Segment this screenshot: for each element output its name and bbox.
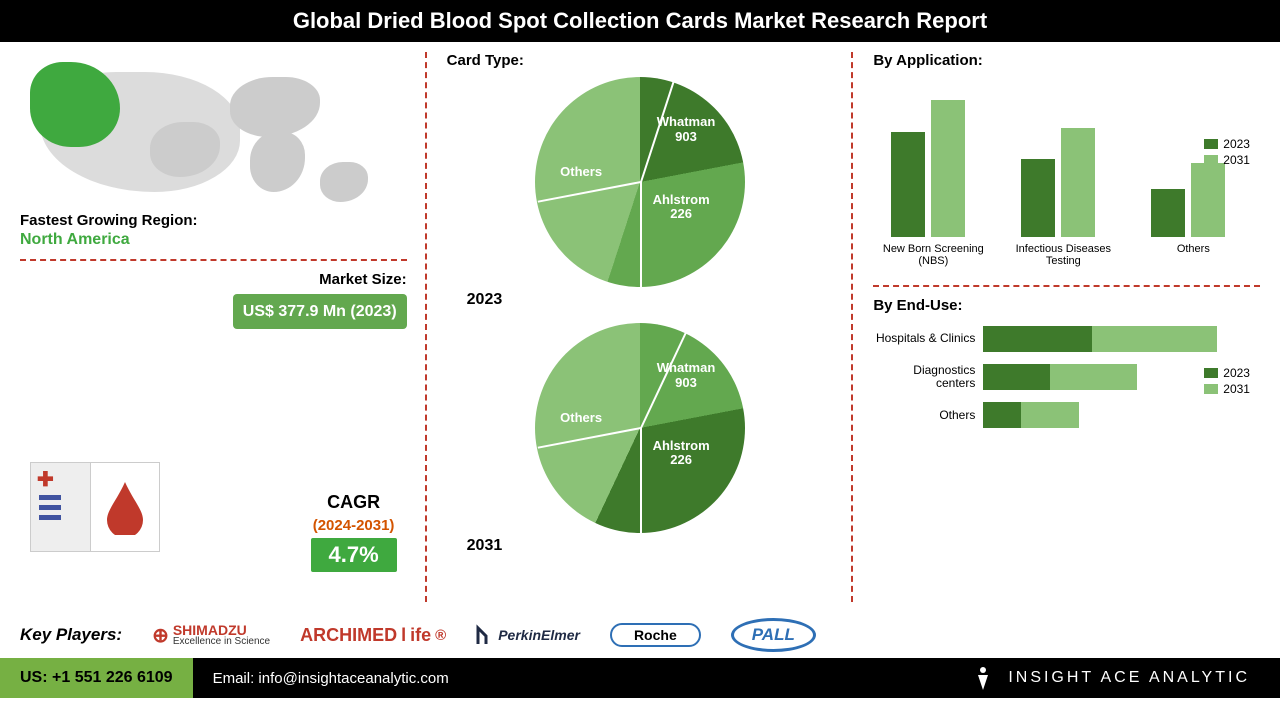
cagr-years: (2024-2031) <box>311 517 397 534</box>
hbar-row: Diagnostics centers <box>873 364 1260 390</box>
app-cat-0: New Born Screening (NBS) <box>873 243 993 267</box>
bar <box>1061 128 1095 237</box>
pie-separator <box>640 182 642 287</box>
bar <box>1021 159 1055 237</box>
hbar-segment <box>1092 326 1217 352</box>
app-cat-1: Infectious Diseases Testing <box>1003 243 1123 267</box>
bar <box>1151 189 1185 237</box>
card-type-panel: Card Type: Whatman903 Ahlstrom226 Others 2… <box>427 42 854 612</box>
legend-2031: 2031 <box>1223 153 1250 167</box>
footer-phone: US: +1 551 226 6109 <box>0 658 193 698</box>
stripes-icon <box>39 495 61 525</box>
region-label: Fastest Growing Region: <box>20 212 407 229</box>
hbar-segment <box>983 402 1021 428</box>
pie-separator <box>640 428 642 533</box>
pie-slice-label: Others <box>560 411 602 426</box>
application-bar-chart <box>873 77 1260 237</box>
right-panel: By Application: 2023 2031 New Born Scree… <box>853 42 1280 612</box>
end-use-title: By End-Use: <box>873 297 1260 314</box>
legend-swatch-icon <box>1204 368 1218 378</box>
hbar-track <box>983 364 1137 390</box>
legend-2023: 2023 <box>1223 137 1250 151</box>
bar-group <box>1143 163 1233 237</box>
horizontal-divider <box>873 285 1260 287</box>
hbar-segment <box>983 364 1050 390</box>
cagr-value: 4.7% <box>311 538 397 572</box>
kp-text: PerkinElmer <box>498 627 580 643</box>
cagr-block: CAGR (2024-2031) 4.7% <box>311 492 397 572</box>
market-size-badge: US$ 377.9 Mn (2023) <box>233 294 407 329</box>
hbar-track <box>983 402 1079 428</box>
pie-slice-label: Ahlstrom226 <box>653 193 710 223</box>
bar-group <box>883 100 973 237</box>
bar <box>1191 163 1225 237</box>
pie-slice-label: Others <box>560 165 602 180</box>
pie-chart-2023: Whatman903 Ahlstrom226 Others <box>535 77 745 287</box>
hbar-label: Diagnostics centers <box>873 364 983 390</box>
pie-year-2031: 2031 <box>467 537 834 555</box>
content-grid: Fastest Growing Region: North America Ma… <box>0 42 1280 612</box>
horizontal-divider <box>20 259 407 261</box>
end-use-legend: 2023 2031 <box>1204 366 1250 398</box>
footer-bar: US: +1 551 226 6109 Email: info@insighta… <box>0 658 1280 698</box>
bar <box>891 132 925 237</box>
cagr-label: CAGR <box>311 492 397 513</box>
card-type-title: Card Type: <box>447 52 834 69</box>
hbar-segment <box>983 326 1091 352</box>
map-blob <box>250 132 305 192</box>
region-name: North America <box>20 231 407 249</box>
hbar-segment <box>1021 402 1079 428</box>
pie-chart-2031: Whatman903Ahlstrom226Others <box>535 323 745 533</box>
world-map <box>20 52 407 212</box>
blood-card-icon: ✚ <box>30 462 160 552</box>
blood-drop-icon <box>90 462 160 552</box>
hbar-row: Hospitals & Clinics <box>873 326 1260 352</box>
hbar-row: Others <box>873 402 1260 428</box>
footer-brand: INSIGHT ACE ANALYTIC <box>553 658 1280 698</box>
bar <box>931 100 965 237</box>
kp-roche: Roche <box>610 623 701 647</box>
kp-shimadzu: ⊕ SHIMADZUExcellence in Science <box>152 623 270 648</box>
bar-group <box>1013 128 1103 237</box>
application-categories: New Born Screening (NBS) Infectious Dise… <box>873 237 1260 267</box>
legend-swatch-icon <box>1204 384 1218 394</box>
pie-year-2023: 2023 <box>467 291 834 309</box>
kp-archimed: ARCHIMEDlife® <box>300 625 446 646</box>
application-title: By Application: <box>873 52 1260 69</box>
kp-perkin: PerkinElmer <box>476 624 580 646</box>
pie-separator <box>538 427 642 449</box>
pie-slice-label: Ahlstrom226 <box>653 439 710 469</box>
key-players-label: Key Players: <box>20 625 122 645</box>
legend-2031: 2031 <box>1223 382 1250 396</box>
footer-email: Email: info@insightaceanalytic.com <box>193 658 553 698</box>
hbar-segment <box>1050 364 1138 390</box>
app-cat-2: Others <box>1133 243 1253 267</box>
hbar-label: Others <box>873 409 983 422</box>
application-legend: 2023 2031 <box>1204 137 1250 169</box>
map-blob <box>230 77 320 137</box>
end-use-bar-chart: Hospitals & Clinics Diagnostics centers Ot… <box>873 326 1260 428</box>
kp-pall: PALL <box>731 618 816 652</box>
hbar-label: Hospitals & Clinics <box>873 332 983 345</box>
report-title: Global Dried Blood Spot Collection Cards… <box>0 0 1280 42</box>
brand-logo-icon <box>972 665 994 691</box>
key-players-row: Key Players: ⊕ SHIMADZUExcellence in Sci… <box>0 612 1280 658</box>
market-size-label: Market Size: <box>20 271 407 288</box>
left-panel: Fastest Growing Region: North America Ma… <box>0 42 427 612</box>
legend-2023: 2023 <box>1223 366 1250 380</box>
legend-swatch-icon <box>1204 139 1218 149</box>
map-blob <box>320 162 368 202</box>
hbar-track <box>983 326 1216 352</box>
legend-swatch-icon <box>1204 155 1218 165</box>
plus-icon: ✚ <box>37 467 54 492</box>
kp-text: SHIMADZU <box>173 623 270 637</box>
pie-slice-label: Whatman903 <box>657 115 716 145</box>
brand-text: INSIGHT ACE ANALYTIC <box>1008 669 1250 687</box>
pie-separator <box>538 181 642 203</box>
